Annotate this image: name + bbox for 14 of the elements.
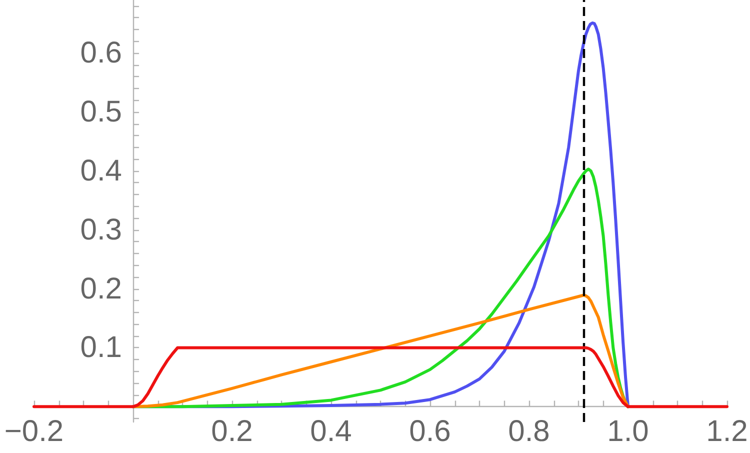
y-tick-label: 0.6 xyxy=(80,36,122,70)
x-tick-label: 1.0 xyxy=(607,415,649,448)
x-tick-label: 0.8 xyxy=(508,415,550,448)
x-tick-label: 0.2 xyxy=(211,415,253,448)
y-tick-label: 0.1 xyxy=(80,331,122,364)
x-tick-label: −0.2 xyxy=(4,415,64,448)
line-series xyxy=(132,294,630,408)
y-tick-label: 0.2 xyxy=(80,272,122,306)
x-tick-label: 1.2 xyxy=(706,415,748,448)
x-tick-label: 0.6 xyxy=(409,415,451,448)
x-tick-label: 0.4 xyxy=(310,415,352,448)
y-tick-label: 0.4 xyxy=(80,154,122,188)
y-tick-label: 0.5 xyxy=(80,95,122,128)
y-tick-label: 0.3 xyxy=(80,213,122,246)
